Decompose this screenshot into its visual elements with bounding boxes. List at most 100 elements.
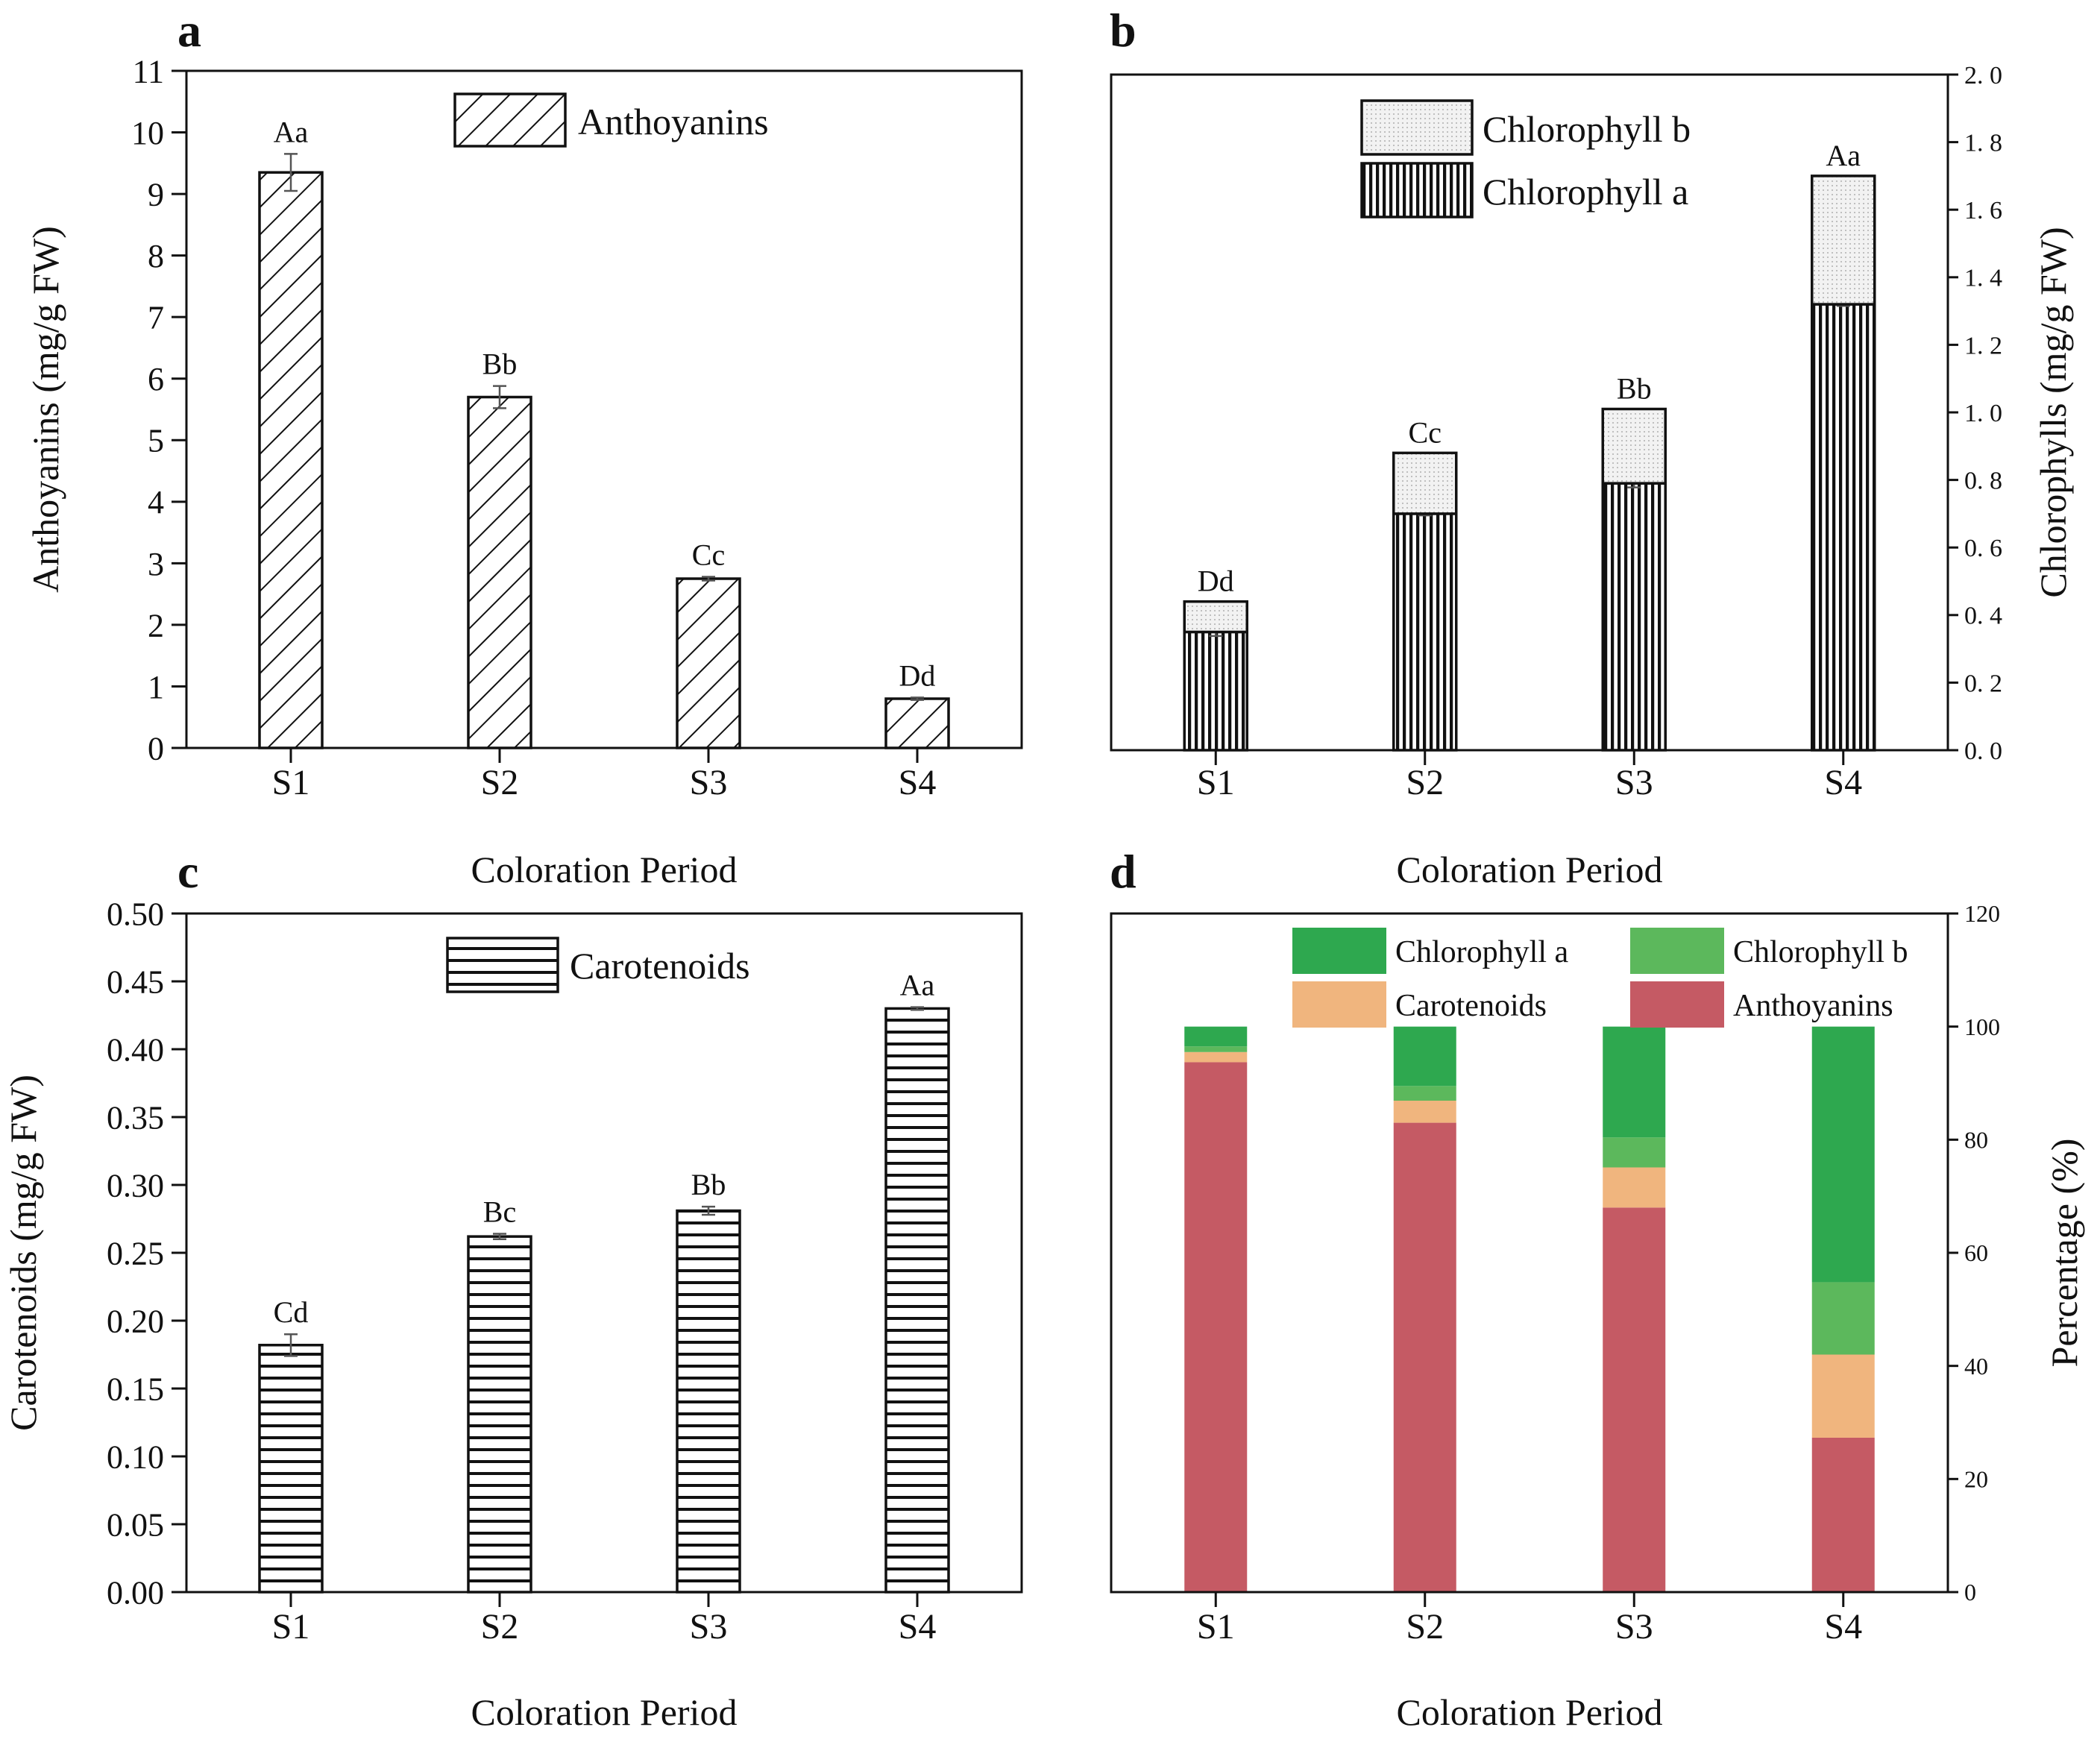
x-tick-label: S4 — [899, 763, 937, 802]
legend-label: Carotenoids — [1395, 989, 1547, 1023]
legend-swatch — [453, 92, 567, 148]
bar-chlorophyll-a-s1 — [1184, 1026, 1248, 1047]
y-tick-label: 0. 8 — [1964, 468, 2002, 495]
significance-label: Cc — [692, 538, 725, 572]
y-tick-label: 0.20 — [107, 1303, 164, 1339]
x-axis-title: Coloration Period — [471, 849, 738, 890]
x-tick-label: S1 — [1197, 1607, 1235, 1647]
y-tick-label: 1 — [148, 669, 164, 705]
bar-chlorophyll-a-s4 — [1811, 303, 1876, 752]
y-tick-label: 9 — [148, 176, 164, 213]
x-tick-label: S1 — [272, 1607, 310, 1647]
significance-label: Cc — [1409, 415, 1442, 449]
y-tick-label: 120 — [1964, 900, 2000, 927]
legend-swatch — [1360, 99, 1474, 156]
y-tick-label: 1. 4 — [1964, 265, 2002, 292]
bar-chlorophyll-a-s3 — [1601, 482, 1667, 752]
y-tick-label: 0. 0 — [1964, 738, 2002, 765]
panel-letter: d — [1110, 845, 1137, 898]
bar-carotenoids-s1 — [1184, 1051, 1248, 1063]
y-tick-label: 0. 4 — [1964, 603, 2002, 630]
significance-label: Bc — [483, 1195, 516, 1229]
legend-label: Anthoyanins — [578, 101, 769, 142]
bar-anthoyanins-s3 — [1603, 1207, 1666, 1592]
bar-chlorophyll-b-s3 — [1601, 407, 1667, 485]
x-tick-label: S2 — [481, 763, 519, 802]
bar-chlorophyll-a-s4 — [1811, 1026, 1875, 1283]
panel-c: c Cd Bc Bb Aa 0.00 0.05 0.10 0.15 0.20 0.25 0.30 0.3… — [2, 845, 1023, 1733]
bar-s1 — [258, 1344, 324, 1594]
bar-chlorophyll-b-s1 — [1183, 600, 1248, 634]
bar-anthoyanins-s4 — [1811, 1437, 1875, 1592]
y-tick-label: 0.50 — [107, 896, 164, 932]
significance-label: Cd — [274, 1295, 309, 1329]
y-tick-label: 2 — [148, 607, 164, 644]
panel-b: bDdCcBbAaDdCcBbAa0. 00. 20. 40. 60. 81. … — [1110, 4, 2074, 890]
bar-s1 — [258, 171, 324, 749]
y-axis-title: Chlorophylls (mg/g FW) — [2032, 227, 2074, 597]
y-tick-label: 10 — [131, 115, 164, 151]
legend-label: Chlorophyll a — [1395, 935, 1569, 969]
legend-swatch — [1292, 981, 1386, 1028]
y-tick-label: 1. 6 — [1964, 197, 2002, 224]
y-tick-label: 0.15 — [107, 1371, 164, 1407]
bar-s2 — [467, 1235, 532, 1594]
significance-label: Bb — [691, 1168, 726, 1201]
significance-label: Bb — [1617, 371, 1652, 405]
y-tick-label: 60 — [1964, 1239, 1988, 1266]
panel-letter: a — [177, 4, 201, 57]
y-tick-label: 0 — [148, 730, 164, 767]
legend: Carotenoids — [446, 937, 750, 993]
significance-label: Aa — [900, 969, 935, 1002]
y-tick-label: 7 — [148, 300, 164, 336]
y-tick-label: 1. 2 — [1964, 332, 2002, 359]
x-tick-label: S1 — [272, 763, 310, 802]
legend-swatch — [1630, 928, 1724, 974]
bar-chlorophyll-a-s3 — [1603, 1026, 1666, 1138]
legend: Anthoyanins — [453, 92, 769, 148]
y-tick-label: 0.45 — [107, 963, 164, 1000]
x-tick-label: S2 — [481, 1607, 519, 1647]
bar-carotenoids-s3 — [1603, 1167, 1666, 1208]
y-tick-label: 5 — [148, 423, 164, 459]
bar-chlorophyll-b-s3 — [1603, 1137, 1666, 1168]
bar-carotenoids-s2 — [1393, 1101, 1456, 1123]
legend-swatch — [446, 937, 559, 993]
x-tick-label: S4 — [1824, 1607, 1862, 1647]
x-tick-label: S2 — [1406, 1607, 1444, 1647]
y-tick-label: 0.05 — [107, 1506, 164, 1543]
bar-s3 — [676, 577, 741, 749]
x-tick-label: S3 — [1615, 763, 1653, 802]
legend-swatch — [1360, 162, 1474, 218]
y-tick-label: 100 — [1964, 1013, 2000, 1040]
legend-label: Chlorophyll b — [1483, 108, 1691, 150]
x-axis-title: Coloration Period — [1397, 1691, 1663, 1733]
bar-chlorophyll-b-s4 — [1811, 174, 1876, 306]
bar-chlorophyll-b-s2 — [1392, 451, 1458, 515]
y-tick-label: 0. 2 — [1964, 670, 2002, 697]
panel-letter: b — [1110, 4, 1137, 57]
y-axis-title: Carotenoids (mg/g FW) — [2, 1075, 44, 1431]
y-tick-label: 80 — [1964, 1127, 1988, 1154]
legend-label: Anthoyanins — [1733, 989, 1893, 1023]
y-tick-label: 3 — [148, 546, 164, 582]
y-axis-title: Anthoyanins (mg/g FW) — [25, 226, 66, 593]
x-tick-label: S3 — [690, 1607, 728, 1647]
x-tick-label: S2 — [1406, 763, 1444, 802]
plot-frame — [185, 69, 1023, 749]
bar-carotenoids-s4 — [1811, 1354, 1875, 1438]
panel-letter: c — [177, 845, 198, 898]
y-tick-label: 0.10 — [107, 1438, 164, 1475]
bar-chlorophyll-b-s4 — [1811, 1282, 1875, 1355]
panel-a: a Aa Bb Cc Dd 0 1 2 3 4 5 6 7 8 9 10 11 S1 S2 S3 S4 Coloratio… — [25, 4, 1023, 890]
bar-chlorophyll-a-s1 — [1183, 630, 1248, 752]
y-tick-label: 20 — [1964, 1466, 1988, 1493]
y-tick-label: 4 — [148, 484, 164, 521]
legend-swatch — [1292, 928, 1386, 974]
x-axis-title: Coloration Period — [1397, 849, 1663, 890]
y-tick-label: 1. 8 — [1964, 130, 2002, 157]
y-tick-label: 0.00 — [107, 1574, 164, 1611]
legend-label: Carotenoids — [570, 945, 750, 987]
bar-chlorophyll-a-s2 — [1392, 512, 1458, 752]
